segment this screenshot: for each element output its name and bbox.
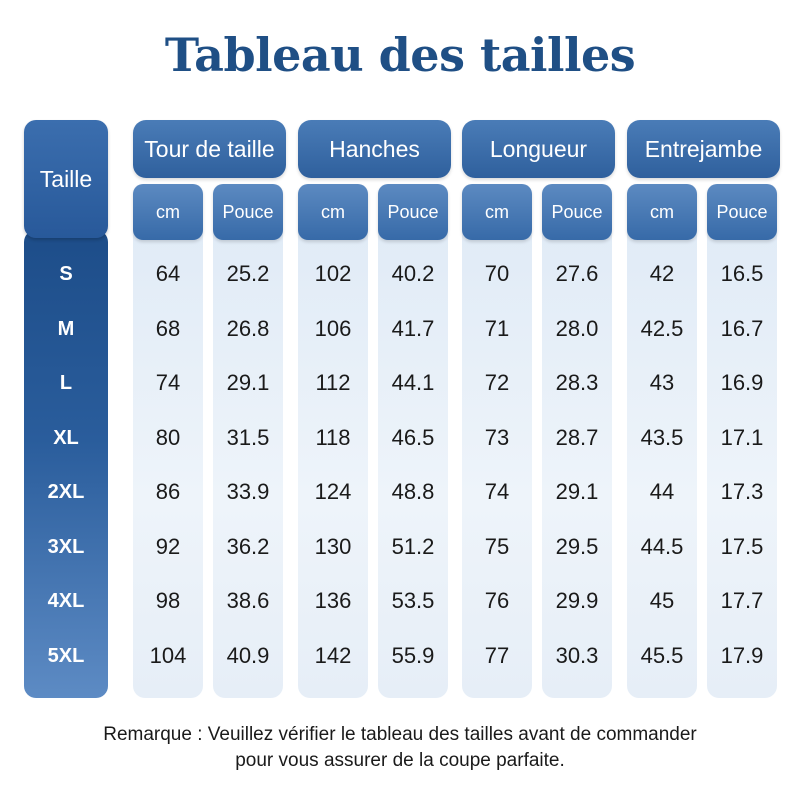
table-cell: 92 xyxy=(155,533,181,559)
table-cell: 27.6 xyxy=(555,261,599,286)
table-cell: 29.1 xyxy=(226,370,270,395)
table-cell: 31.5 xyxy=(226,424,270,450)
table-cell: 142 xyxy=(314,642,352,668)
table-cell: 43 xyxy=(649,370,675,395)
table-cell: 48.8 xyxy=(391,479,435,504)
table-cell: 68 xyxy=(155,315,181,341)
table-cell: 51.2 xyxy=(391,533,435,559)
data-column xyxy=(542,200,612,698)
table-cell: 124 xyxy=(314,479,352,504)
table-cell: 41.7 xyxy=(391,315,435,341)
table-cell: 17.5 xyxy=(720,533,764,559)
table-cell: 40.9 xyxy=(226,642,270,668)
data-column xyxy=(378,200,448,698)
table-cell: 102 xyxy=(314,261,352,286)
table-cell: 80 xyxy=(155,424,181,450)
table-cell: 29.9 xyxy=(555,588,599,613)
table-cell: 28.3 xyxy=(555,370,599,395)
unit-header: Pouce xyxy=(542,184,612,240)
unit-header: cm xyxy=(627,184,697,240)
size-label: S xyxy=(59,263,73,285)
unit-header: Pouce xyxy=(213,184,283,240)
table-cell: 136 xyxy=(314,588,352,613)
table-cell: 71 xyxy=(484,315,510,341)
page-title: Tableau des tailles xyxy=(164,28,636,82)
size-label: 3XL xyxy=(47,535,85,558)
table-cell: 64 xyxy=(155,261,181,286)
table-cell: 44 xyxy=(649,479,675,504)
table-cell: 55.9 xyxy=(391,642,435,668)
table-cell: 45 xyxy=(649,588,675,613)
table-cell: 42 xyxy=(649,261,675,286)
data-column xyxy=(627,200,697,698)
table-cell: 29.5 xyxy=(555,533,599,559)
table-cell: 44.5 xyxy=(640,533,684,559)
unit-header: Pouce xyxy=(707,184,777,240)
table-cell: 86 xyxy=(155,479,181,504)
group-header: Entrejambe xyxy=(627,120,780,178)
size-label: L xyxy=(59,372,73,394)
table-cell: 118 xyxy=(315,424,351,450)
table-cell: 30.3 xyxy=(555,642,599,668)
table-cell: 28.0 xyxy=(555,315,599,341)
table-cell: 36.2 xyxy=(226,533,270,559)
data-column xyxy=(298,200,368,698)
table-cell: 17.3 xyxy=(720,479,764,504)
table-cell: 76 xyxy=(484,588,510,613)
table-cell: 16.5 xyxy=(720,261,764,286)
table-cell: 17.7 xyxy=(720,588,764,613)
table-cell: 112 xyxy=(315,370,351,395)
table-cell: 16.9 xyxy=(720,370,764,395)
note: Remarque : Veuillez vérifier le tableau … xyxy=(0,722,800,774)
data-column xyxy=(213,200,283,698)
size-label: 5XL xyxy=(47,644,85,667)
group-header: Longueur xyxy=(462,120,615,178)
size-column-header: Taille xyxy=(24,120,108,238)
unit-header: cm xyxy=(298,184,368,240)
table-cell: 130 xyxy=(314,533,352,559)
note-line-1: Remarque : Veuillez vérifier le tableau … xyxy=(103,724,697,745)
table-cell: 44.1 xyxy=(391,370,435,395)
table-cell: 33.9 xyxy=(226,479,270,504)
group-header: Tour de taille xyxy=(133,120,286,178)
table-cell: 46.5 xyxy=(391,424,435,450)
table-cell: 38.6 xyxy=(226,588,270,613)
unit-header: Pouce xyxy=(378,184,448,240)
table-cell: 42.5 xyxy=(640,315,684,341)
table-cell: 43.5 xyxy=(640,424,684,450)
table-cell: 17.1 xyxy=(720,424,764,450)
table-cell: 29.1 xyxy=(555,479,599,504)
group-header: Hanches xyxy=(298,120,451,178)
unit-header: cm xyxy=(133,184,203,240)
table-cell: 70 xyxy=(484,261,510,286)
table-cell: 40.2 xyxy=(391,261,435,286)
table-cell: 75 xyxy=(484,533,510,559)
size-label: XL xyxy=(53,426,79,449)
data-column xyxy=(707,200,777,698)
data-column xyxy=(462,200,532,698)
unit-header: cm xyxy=(462,184,532,240)
table-cell: 106 xyxy=(314,315,352,341)
table-cell: 53.5 xyxy=(391,588,435,613)
table-cell: 16.7 xyxy=(720,315,764,341)
table-cell: 77 xyxy=(484,642,510,668)
table-cell: 25.2 xyxy=(226,261,270,286)
table-cell: 73 xyxy=(484,424,510,450)
table-cell: 74 xyxy=(155,370,181,395)
table-cell: 74 xyxy=(484,479,510,504)
table-cell: 26.8 xyxy=(226,315,270,341)
table-cell: 28.7 xyxy=(555,424,599,450)
note-line-2: pour vous assurer de la coupe parfaite. xyxy=(235,750,565,771)
table-cell: 98 xyxy=(155,588,181,613)
table-cell: 45.5 xyxy=(640,642,684,668)
size-column xyxy=(24,230,108,698)
table-cell: 104 xyxy=(149,642,187,668)
data-column xyxy=(133,200,203,698)
size-label: 2XL xyxy=(47,481,85,503)
table-cell: 72 xyxy=(484,370,510,395)
table-cell: 17.9 xyxy=(720,642,764,668)
size-label: M xyxy=(57,317,75,340)
size-label: 4XL xyxy=(47,590,85,612)
